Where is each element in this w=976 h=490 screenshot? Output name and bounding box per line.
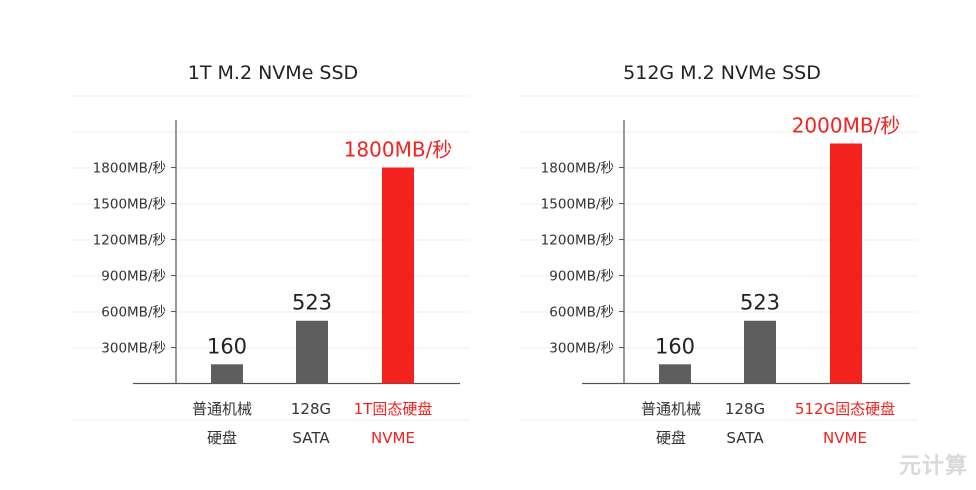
chart2-y-tick-label: 300MB/秒	[549, 341, 614, 357]
chart2-value-label: 160	[655, 334, 695, 358]
chart2-y-tick-label: 1500MB/秒	[541, 197, 614, 213]
chart2-value-label: 2000MB/秒	[792, 114, 901, 138]
chart1-category-label-line2: SATA	[292, 429, 330, 447]
chart1-y-tick-label: 600MB/秒	[101, 305, 166, 321]
chart2-y-tick-label: 1800MB/秒	[541, 161, 614, 177]
chart1-category-label-line2: NVME	[371, 429, 415, 447]
chart2-bar	[659, 364, 691, 384]
chart2-title: 512G M.2 NVMe SSD	[623, 62, 821, 84]
chart1-value-label: 160	[207, 334, 247, 358]
chart1-y-tick-label: 1800MB/秒	[93, 161, 166, 177]
chart2-value-label: 523	[740, 291, 780, 315]
watermark-logo: 元计算	[898, 454, 968, 479]
chart2-y-tick-label: 600MB/秒	[549, 305, 614, 321]
chart2-y-tick-label: 900MB/秒	[549, 269, 614, 285]
chart1-value-label: 523	[292, 291, 332, 315]
chart1-y-tick-label: 1500MB/秒	[93, 197, 166, 213]
chart2-category-label-line2: 硬盘	[656, 429, 686, 447]
chart2-category-label-line2: NVME	[823, 429, 867, 447]
chart2-category-label-line1: 512G固态硬盘	[795, 400, 895, 418]
chart2-category-label-line1: 普通机械	[641, 400, 701, 418]
chart1-bar	[296, 320, 328, 384]
chart2-category-label-line2: SATA	[726, 429, 764, 447]
chart1-category-label-line1: 1T固态硬盘	[354, 400, 433, 418]
chart1-y-tick-label: 1200MB/秒	[93, 233, 166, 249]
chart1-category-label-line2: 硬盘	[207, 429, 237, 447]
chart2-bar	[744, 320, 776, 384]
chart1-y-tick-label: 900MB/秒	[101, 269, 166, 285]
chart1-title: 1T M.2 NVMe SSD	[188, 62, 358, 84]
chart1-bar	[382, 167, 414, 384]
chart2-bar	[830, 143, 862, 384]
chart2-y-tick-label: 1200MB/秒	[541, 233, 614, 249]
chart2-category-label-line1: 128G	[725, 400, 765, 418]
chart1-value-label: 1800MB/秒	[344, 138, 453, 162]
chart1-category-label-line1: 128G	[291, 400, 331, 418]
chart1-bar	[211, 364, 243, 384]
chart1-y-tick-label: 300MB/秒	[101, 341, 166, 357]
chart1-category-label-line1: 普通机械	[192, 400, 252, 418]
